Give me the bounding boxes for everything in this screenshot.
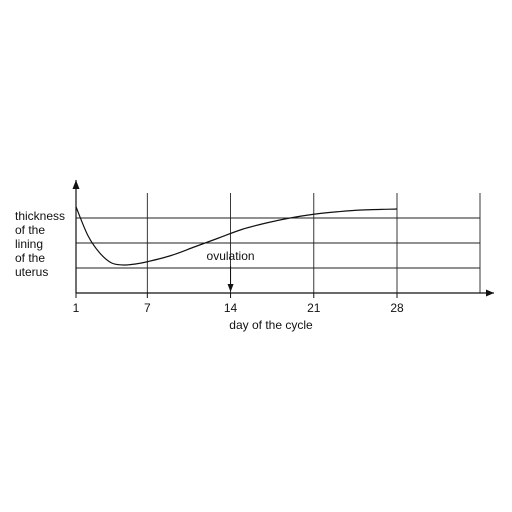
annotation-label: ovulation bbox=[207, 249, 255, 263]
x-axis-label: day of the cycle bbox=[229, 318, 313, 332]
y-axis-label-line: thickness bbox=[15, 209, 65, 223]
lining-thickness-curve bbox=[75, 206, 398, 266]
grid bbox=[76, 193, 481, 293]
ovulation-arrowhead bbox=[227, 284, 234, 292]
x-tick-label: 28 bbox=[390, 301, 404, 315]
y-axis-label-line: uterus bbox=[15, 265, 48, 279]
x-tick-label: 1 bbox=[73, 301, 80, 315]
x-tick-label: 7 bbox=[144, 301, 151, 315]
x-axis-arrowhead bbox=[486, 289, 494, 297]
y-axis-label-line: of the bbox=[15, 223, 45, 237]
y-axis-label-line: of the bbox=[15, 251, 45, 265]
ovulation-annotation: ovulation bbox=[207, 249, 255, 292]
x-tick-label: 14 bbox=[224, 301, 238, 315]
y-axis-arrowhead bbox=[72, 180, 80, 189]
axes bbox=[72, 180, 494, 297]
y-axis-label-line: lining bbox=[15, 237, 43, 251]
x-tick-label: 21 bbox=[307, 301, 321, 315]
x-tick-labels: 1 7 14 21 28 bbox=[73, 293, 404, 315]
